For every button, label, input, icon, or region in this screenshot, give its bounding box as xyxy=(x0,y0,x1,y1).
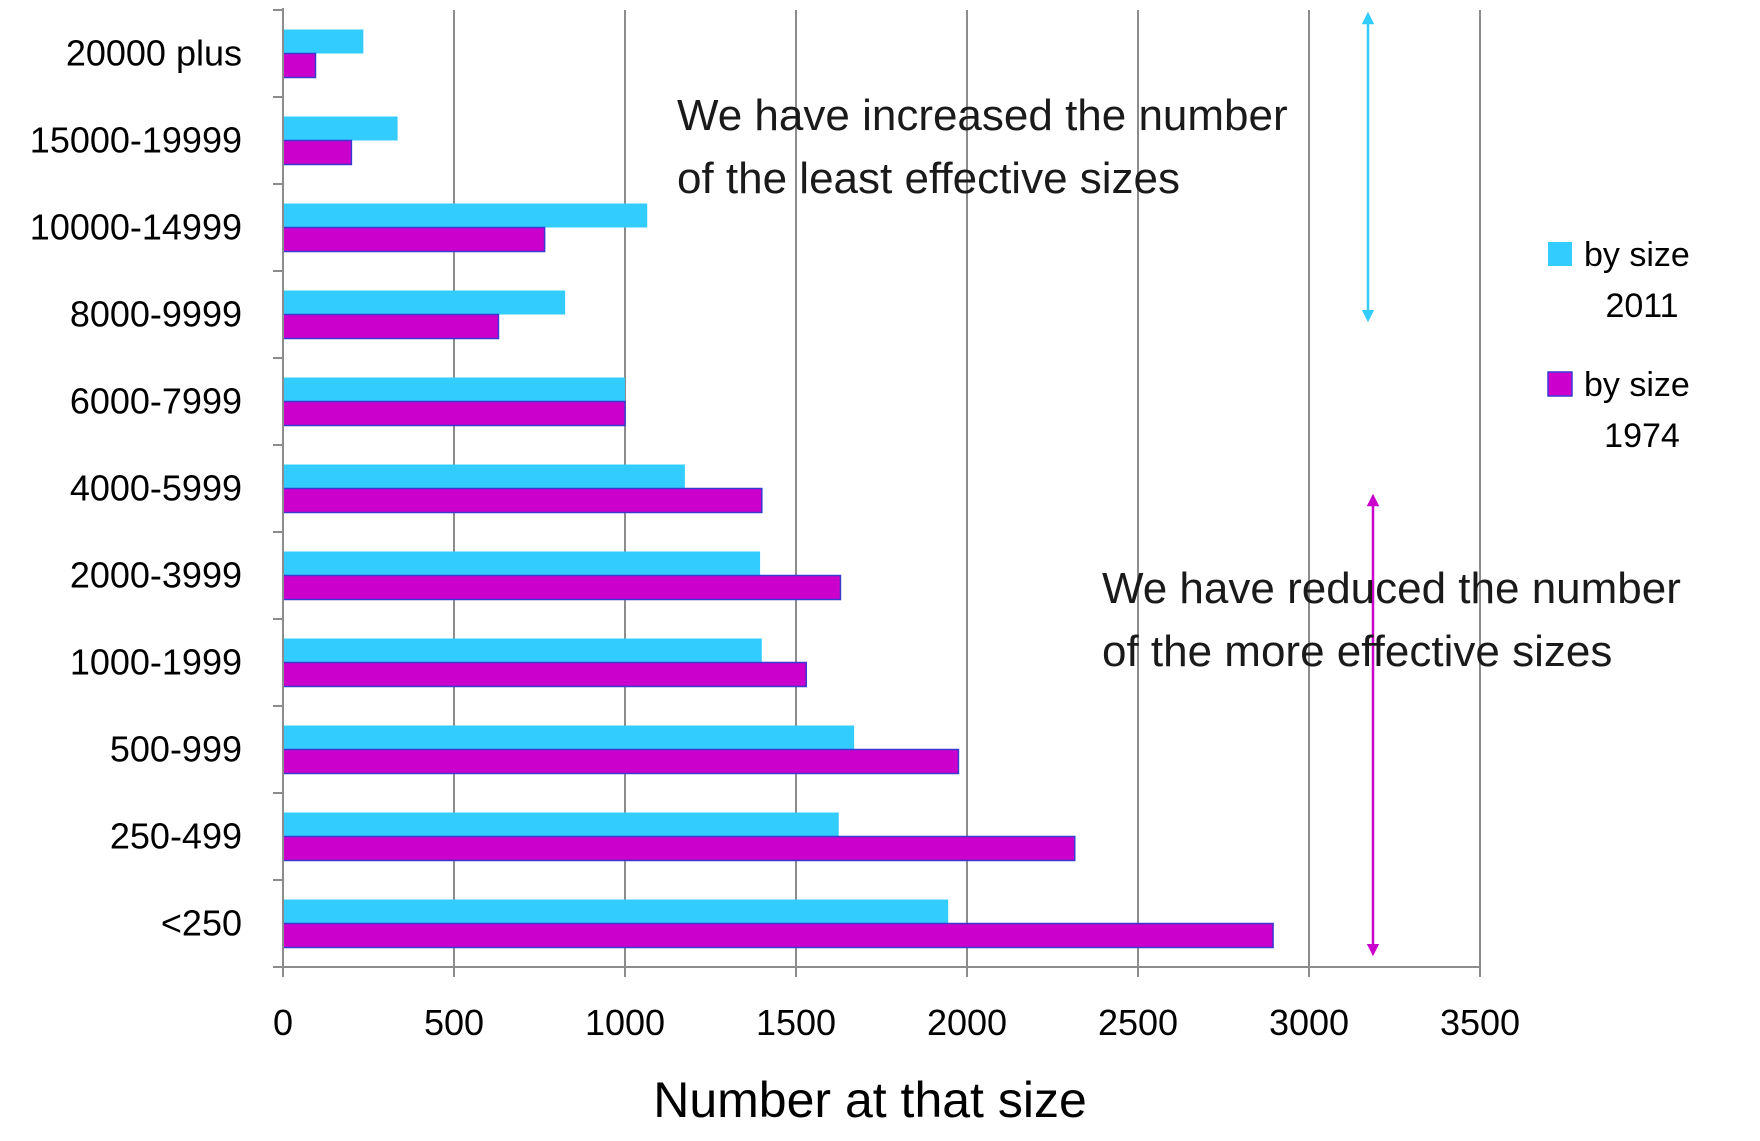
x-tick-label: 1000 xyxy=(585,1002,665,1043)
bar-series-2011 xyxy=(283,812,839,837)
x-tick-label: 500 xyxy=(424,1002,484,1043)
bars xyxy=(282,29,1274,949)
legend-label: by size xyxy=(1584,236,1690,274)
bar-series-1974 xyxy=(282,922,1274,949)
bar-series-1974 xyxy=(282,226,546,253)
bar-series-2011 xyxy=(283,203,648,228)
bar-series-2011 xyxy=(283,377,625,402)
annotation-text: of the least effective sizes xyxy=(677,154,1180,203)
category-label: 6000-7999 xyxy=(70,381,242,422)
category-labels: 20000 plus 15000-19999 10000-14999 8000-999… xyxy=(30,33,242,944)
bar-series-1974 xyxy=(282,574,842,601)
bar-series-2011 xyxy=(283,899,949,924)
legend-label: 1974 xyxy=(1604,417,1680,455)
bar-series-2011 xyxy=(283,551,761,576)
bar-series-2011 xyxy=(283,290,566,315)
legend-label: by size xyxy=(1584,366,1690,404)
category-label: 15000-19999 xyxy=(30,120,242,161)
legend-swatch xyxy=(1547,371,1573,397)
x-tick-labels: 0 500 1000 1500 2000 2500 3000 3500 xyxy=(273,1002,1520,1043)
bar-series-1974 xyxy=(282,748,960,775)
annotation-text: We have reduced the number xyxy=(1102,564,1681,613)
bar-series-1974 xyxy=(282,835,1076,862)
legend-label: 2011 xyxy=(1605,287,1678,325)
gridlines xyxy=(453,10,1481,967)
bar-series-2011 xyxy=(283,116,398,141)
annotation-text: of the more effective sizes xyxy=(1102,627,1612,676)
x-tick-label: 3500 xyxy=(1440,1002,1520,1043)
x-tick-label: 2500 xyxy=(1098,1002,1178,1043)
bar-series-1974 xyxy=(282,313,500,340)
legend-swatch xyxy=(1548,242,1572,266)
category-label: 10000-14999 xyxy=(30,207,242,248)
category-label: 8000-9999 xyxy=(70,294,242,335)
legend: by size 2011 by size 1974 xyxy=(1547,236,1690,455)
bar-series-1974 xyxy=(282,400,626,427)
category-label: 2000-3999 xyxy=(70,555,242,596)
bar-series-1974 xyxy=(282,487,763,514)
bar-series-2011 xyxy=(283,29,364,54)
bar-series-2011 xyxy=(283,725,855,750)
bar-series-2011 xyxy=(283,464,685,489)
annotation-text: We have increased the number xyxy=(677,91,1288,140)
bar-series-1974 xyxy=(282,139,353,166)
x-tick-label: 2000 xyxy=(927,1002,1007,1043)
category-label: 20000 plus xyxy=(66,33,242,74)
annotations: We have increased the number of the least… xyxy=(677,11,1681,957)
category-label: 4000-5999 xyxy=(70,468,242,509)
x-tick-label: 3000 xyxy=(1269,1002,1349,1043)
x-axis-label: Number at that size xyxy=(653,1072,1087,1128)
category-label: 250-499 xyxy=(110,816,242,857)
category-label: 500-999 xyxy=(110,729,242,770)
x-tick-label: 0 xyxy=(273,1002,293,1043)
x-tick-label: 1500 xyxy=(756,1002,836,1043)
bar-series-1974 xyxy=(282,661,808,688)
category-label: 1000-1999 xyxy=(70,642,242,683)
axes xyxy=(273,8,1481,977)
bar-series-1974 xyxy=(282,52,317,79)
bar-series-2011 xyxy=(283,638,762,663)
category-label: <250 xyxy=(161,903,242,944)
